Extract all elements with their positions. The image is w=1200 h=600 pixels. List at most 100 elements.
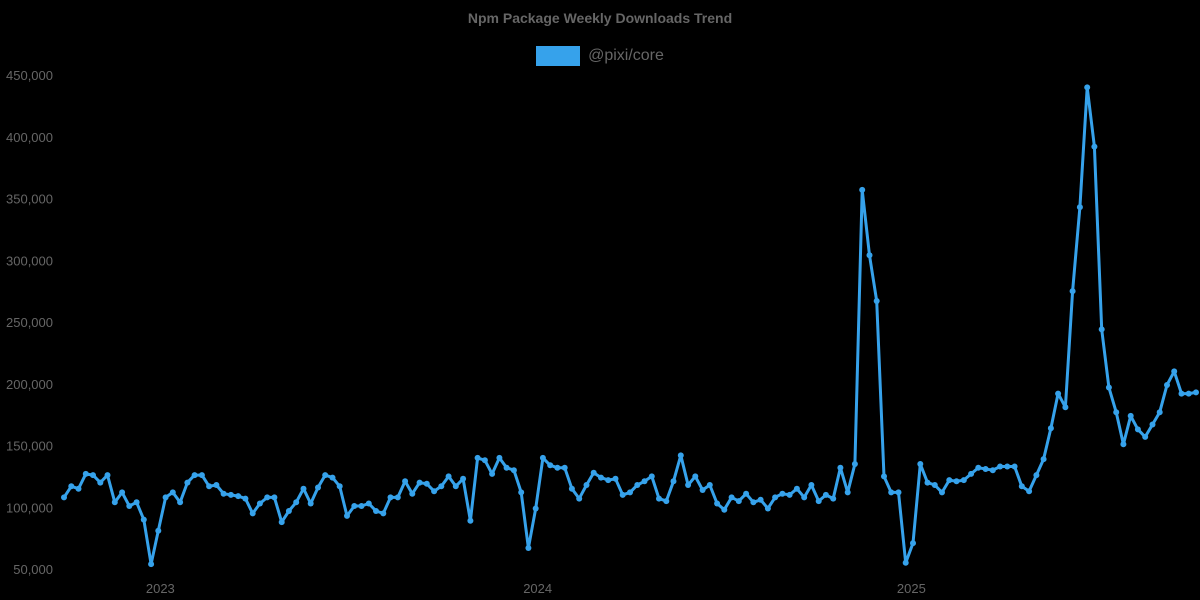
data-point[interactable] — [757, 496, 764, 503]
data-point[interactable] — [97, 479, 104, 486]
data-point[interactable] — [677, 452, 684, 459]
data-point[interactable] — [779, 490, 786, 497]
data-point[interactable] — [394, 494, 401, 501]
data-point[interactable] — [583, 482, 590, 488]
data-point[interactable] — [474, 454, 481, 461]
data-point[interactable] — [387, 494, 394, 501]
data-point[interactable] — [837, 464, 844, 471]
data-point[interactable] — [119, 489, 126, 496]
data-point[interactable] — [445, 473, 452, 480]
data-point[interactable] — [155, 527, 162, 534]
data-point[interactable] — [793, 485, 800, 492]
data-point[interactable] — [721, 506, 728, 513]
data-point[interactable] — [801, 494, 808, 501]
data-point[interactable] — [750, 499, 757, 506]
data-point[interactable] — [627, 489, 633, 496]
data-point[interactable] — [256, 500, 263, 507]
data-point[interactable] — [960, 477, 967, 484]
data-point[interactable] — [438, 483, 445, 490]
data-point[interactable] — [699, 487, 706, 493]
data-point[interactable] — [518, 489, 525, 496]
data-point[interactable] — [111, 499, 118, 506]
data-point[interactable] — [1171, 368, 1178, 375]
data-point[interactable] — [881, 473, 887, 480]
data-point[interactable] — [1076, 204, 1083, 211]
data-point[interactable] — [191, 472, 198, 479]
data-point[interactable] — [1193, 389, 1199, 396]
data-point[interactable] — [1185, 390, 1192, 397]
data-point[interactable] — [866, 252, 873, 259]
data-point[interactable] — [576, 495, 583, 502]
data-point[interactable] — [808, 482, 815, 488]
data-point[interactable] — [1069, 288, 1076, 295]
data-point[interactable] — [227, 491, 234, 498]
data-point[interactable] — [939, 489, 945, 496]
data-point[interactable] — [663, 498, 670, 505]
data-point[interactable] — [169, 489, 176, 496]
data-point[interactable] — [315, 484, 321, 491]
data-point[interactable] — [554, 464, 561, 471]
data-point[interactable] — [706, 482, 713, 488]
data-point[interactable] — [873, 298, 880, 304]
data-point[interactable] — [1142, 433, 1149, 440]
data-point[interactable] — [409, 490, 416, 497]
data-point[interactable] — [242, 495, 249, 502]
data-point[interactable] — [358, 503, 365, 509]
data-point[interactable] — [1033, 472, 1040, 479]
data-point[interactable] — [460, 475, 467, 482]
data-point[interactable] — [90, 472, 96, 479]
data-point[interactable] — [851, 461, 858, 467]
data-point[interactable] — [322, 472, 329, 479]
data-point[interactable] — [293, 499, 300, 506]
data-point[interactable] — [380, 510, 387, 517]
legend-swatch[interactable] — [536, 46, 581, 66]
data-point[interactable] — [568, 485, 575, 492]
data-point[interactable] — [547, 462, 554, 469]
data-point[interactable] — [975, 464, 982, 471]
data-point[interactable] — [82, 470, 89, 477]
data-point[interactable] — [946, 477, 953, 484]
data-point[interactable] — [1127, 412, 1134, 419]
data-point[interactable] — [1084, 84, 1091, 91]
data-point[interactable] — [728, 494, 735, 501]
data-point[interactable] — [235, 493, 242, 500]
data-point[interactable] — [481, 457, 488, 464]
data-point[interactable] — [1018, 483, 1025, 490]
data-point[interactable] — [61, 494, 67, 501]
data-point[interactable] — [822, 491, 829, 498]
data-point[interactable] — [431, 488, 438, 495]
data-point[interactable] — [344, 512, 350, 519]
data-point[interactable] — [844, 489, 851, 496]
data-point[interactable] — [1026, 488, 1033, 495]
data-point[interactable] — [656, 495, 662, 502]
data-point[interactable] — [605, 477, 612, 484]
data-point[interactable] — [772, 494, 779, 501]
data-point[interactable] — [1062, 404, 1069, 411]
data-point[interactable] — [351, 503, 358, 509]
data-point[interactable] — [735, 498, 742, 505]
data-point[interactable] — [1156, 409, 1163, 416]
data-point[interactable] — [264, 494, 271, 501]
data-point[interactable] — [1134, 426, 1141, 433]
data-point[interactable] — [285, 508, 292, 514]
data-point[interactable] — [307, 500, 314, 507]
data-point[interactable] — [133, 499, 140, 506]
data-point[interactable] — [1047, 425, 1054, 432]
data-point[interactable] — [1098, 326, 1105, 333]
data-point[interactable] — [75, 485, 82, 492]
data-point[interactable] — [910, 540, 916, 547]
data-point[interactable] — [888, 489, 895, 496]
data-point[interactable] — [685, 482, 692, 488]
data-point[interactable] — [902, 559, 909, 566]
data-point[interactable] — [104, 472, 111, 479]
data-point[interactable] — [206, 483, 213, 490]
data-point[interactable] — [815, 498, 822, 505]
data-point[interactable] — [539, 454, 546, 461]
data-point[interactable] — [612, 475, 619, 482]
data-point[interactable] — [641, 478, 648, 485]
data-point[interactable] — [982, 466, 989, 472]
data-point[interactable] — [598, 474, 604, 481]
data-point[interactable] — [220, 490, 227, 497]
legend-label[interactable]: @pixi/core — [588, 47, 664, 64]
data-point[interactable] — [1004, 463, 1011, 470]
